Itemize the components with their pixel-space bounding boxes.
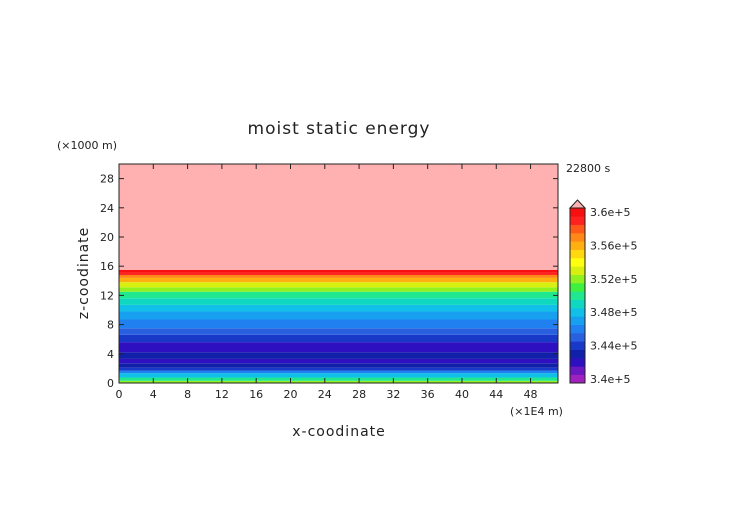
colorbar-segment — [570, 349, 585, 359]
heatmap-layer — [119, 304, 558, 312]
colorbar-segment — [570, 324, 585, 334]
heatmap-layer — [119, 358, 558, 364]
x-tick-label: 12 — [215, 388, 229, 401]
y-tick-label: 0 — [107, 377, 114, 390]
heatmap-layer — [119, 277, 558, 283]
y-axis-unit: (×1000 m) — [57, 139, 117, 152]
colorbar-frame — [569, 207, 586, 384]
y-axis: 0 4 8 12 16 20 24 28 — [100, 173, 558, 390]
colorbar-segment — [570, 341, 585, 350]
colorbar-label: 3.56e+5 — [590, 240, 637, 253]
colorbar-segment — [570, 366, 585, 375]
heatmap-layer — [119, 352, 558, 359]
heatmap-layer — [119, 282, 558, 288]
time-label: 22800 s — [566, 162, 610, 175]
heatmap-layer — [119, 311, 558, 320]
y-tick-label: 12 — [100, 289, 114, 302]
x-tick-label: 48 — [524, 388, 538, 401]
colorbar-segment — [570, 208, 585, 217]
colorbar-segment — [570, 291, 585, 300]
colorbar-segment — [570, 258, 585, 267]
heatmap-layer — [119, 287, 558, 292]
colorbar-segment — [570, 233, 585, 242]
x-tick-label: 24 — [318, 388, 332, 401]
y-tick-label: 16 — [100, 260, 114, 273]
colorbar-segment — [570, 374, 585, 384]
y-tick-label: 8 — [107, 319, 114, 332]
heatmap-layer — [119, 370, 558, 374]
x-tick-label: 16 — [249, 388, 263, 401]
colorbar-label: 3.4e+5 — [590, 373, 630, 386]
x-tick-label: 8 — [184, 388, 191, 401]
x-tick-label: 40 — [455, 388, 469, 401]
heatmap-layer — [119, 380, 558, 383]
colorbar-label: 3.6e+5 — [590, 206, 630, 219]
heatmap-layers — [119, 164, 558, 383]
colorbar: 3.4e+5 3.44e+5 3.48e+5 3.52e+5 3.56e+5 3.6e+5 — [568, 199, 637, 386]
heatmap-layer — [119, 334, 558, 343]
y-tick-label: 4 — [107, 348, 114, 361]
colorbar-segment — [570, 283, 585, 292]
y-tick-label: 20 — [100, 231, 114, 244]
y-axis-label: z-coodinate — [76, 227, 92, 320]
heatmap-layer — [119, 373, 558, 378]
colorbar-segment — [570, 224, 585, 234]
x-tick-label: 36 — [421, 388, 435, 401]
colorbar-segment — [570, 358, 585, 367]
y-tick-label: 24 — [100, 202, 114, 215]
x-tick-label: 4 — [150, 388, 157, 401]
colorbar-segment — [570, 299, 585, 309]
heatmap-layer — [119, 164, 558, 270]
colorbar-label: 3.48e+5 — [590, 306, 637, 319]
colorbar-label: 3.52e+5 — [590, 273, 637, 286]
heatmap-layer — [119, 328, 558, 335]
x-tick-label: 0 — [116, 388, 123, 401]
x-tick-label: 44 — [489, 388, 503, 401]
colorbar-segment — [570, 316, 585, 325]
colorbar-segment — [570, 249, 585, 259]
colorbar-segment — [570, 274, 585, 284]
heatmap-layer — [119, 342, 558, 353]
heatmap-layer — [119, 272, 558, 275]
colorbar-segment — [570, 266, 585, 275]
colorbar-segment — [570, 241, 585, 250]
y-tick-label: 28 — [100, 173, 114, 186]
x-axis-unit: (×1E4 m) — [510, 405, 563, 418]
colorbar-segment — [570, 333, 585, 342]
colorbar-segment — [570, 216, 585, 225]
x-tick-label: 32 — [386, 388, 400, 401]
heatmap-layer — [119, 291, 558, 299]
heatmap-layer — [119, 377, 558, 381]
heatmap-layer — [119, 298, 558, 305]
colorbar-over-triangle — [568, 199, 587, 209]
x-tick-label: 20 — [283, 388, 297, 401]
heatmap-layer — [119, 274, 558, 278]
chart-title: moist static energy — [248, 119, 431, 139]
heatmap-layer — [119, 319, 558, 329]
x-axis-label: x-coodinate — [292, 424, 386, 440]
colorbar-label: 3.44e+5 — [590, 340, 637, 353]
plot-frame — [118, 163, 559, 384]
colorbar-segment — [570, 308, 585, 317]
heatmap-layer — [119, 363, 558, 368]
heatmap-layer — [119, 367, 558, 371]
x-axis: 0 4 8 12 16 20 24 28 32 36 40 44 48 — [116, 164, 538, 401]
heatmap-layer — [119, 269, 558, 273]
x-tick-label: 28 — [352, 388, 366, 401]
